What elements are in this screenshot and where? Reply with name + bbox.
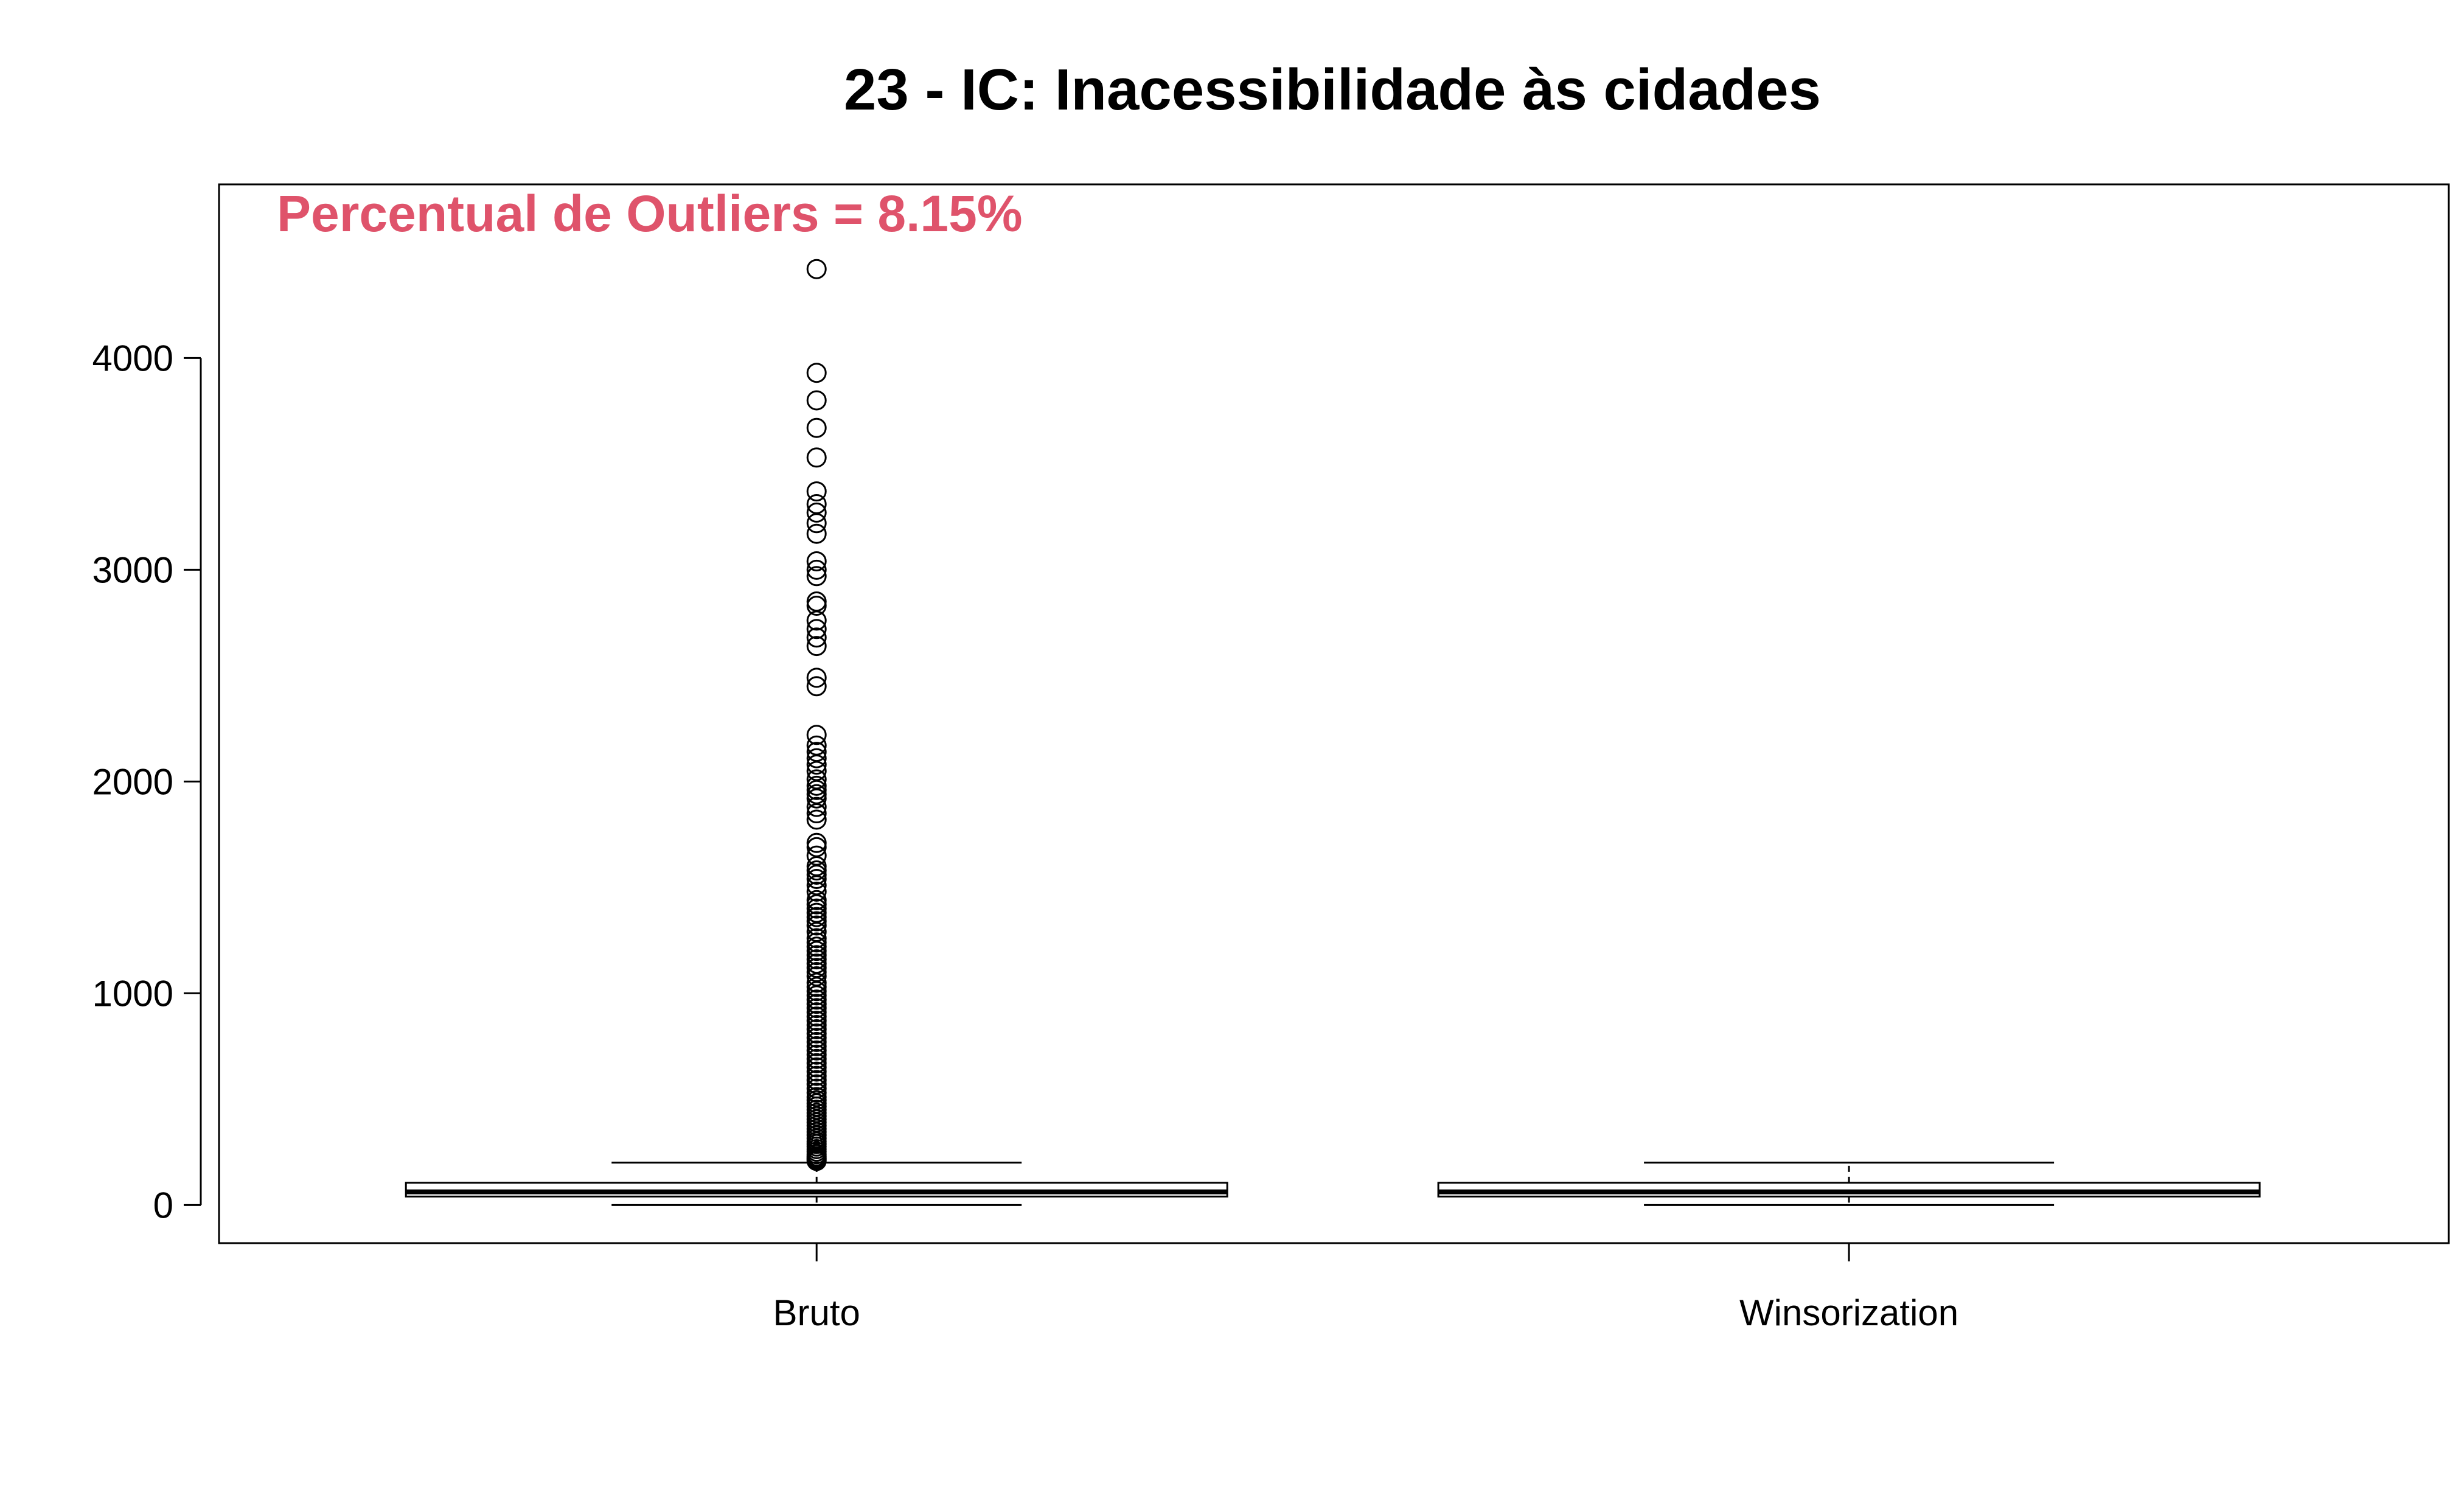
outlier-point [806, 523, 827, 544]
y-tick-label: 2000 [92, 761, 173, 802]
outlier-point [806, 1011, 827, 1031]
outlier-point [806, 936, 827, 957]
outlier-point [806, 363, 827, 383]
outlier-point [806, 619, 827, 640]
x-tick-label: Bruto [773, 1292, 860, 1333]
outlier-point [806, 803, 827, 824]
box-winsorization [1437, 1162, 2261, 1206]
outlier-point [806, 566, 827, 587]
outlier-point [806, 985, 827, 1006]
outlier-point [806, 481, 827, 502]
outlier-point [806, 551, 827, 571]
outlier-point [806, 1070, 827, 1090]
y-tick-label: 4000 [92, 338, 173, 378]
outlier-point [806, 998, 827, 1019]
outlier-point [806, 972, 827, 993]
outlier-percentage-annotation: Percentual de Outliers = 8.15% [277, 185, 1023, 242]
outlier-point [806, 755, 827, 775]
outlier-point [806, 864, 827, 885]
outlier-point [806, 725, 827, 745]
outlier-point [806, 1036, 827, 1056]
outlier-point [806, 1044, 827, 1065]
outlier-point [806, 447, 827, 468]
x-tick-label: Winsorization [1739, 1292, 1958, 1333]
outlier-point [806, 1019, 827, 1040]
outlier-point [806, 1031, 827, 1052]
outlier-point [806, 636, 827, 657]
outlier-point [806, 1040, 827, 1061]
outlier-point [806, 417, 827, 438]
outlier-point [806, 1002, 827, 1023]
outlier-point [806, 748, 827, 769]
outlier-point [806, 981, 827, 1002]
outlier-point [806, 513, 827, 534]
outlier-point [806, 832, 827, 853]
outlier-point [806, 860, 827, 881]
outlier-point [806, 928, 827, 949]
y-axis: 0 1000 2000 3000 4000 [92, 338, 202, 1225]
outlier-point [806, 890, 827, 910]
outlier-point [806, 596, 827, 616]
outlier-point [806, 907, 827, 927]
boxes [405, 259, 2261, 1206]
outlier-point [806, 591, 827, 612]
outlier-point [806, 1048, 827, 1069]
outlier-point [806, 1057, 827, 1078]
outlier-point [806, 1151, 827, 1171]
outlier-point [806, 977, 827, 997]
y-tick-label: 0 [153, 1185, 173, 1225]
outlier-point [806, 881, 827, 902]
outlier-point [806, 610, 827, 631]
outlier-point [806, 994, 827, 1014]
outlier-point [806, 915, 827, 936]
plot-frame [218, 183, 2450, 1244]
outlier-point [806, 989, 827, 1010]
outlier-point [806, 868, 827, 889]
outlier-point [806, 502, 827, 523]
outlier-point [806, 390, 827, 411]
outlier-point [806, 945, 827, 966]
x-axis: Bruto Winsorization [773, 1243, 1958, 1333]
outlier-point [806, 775, 827, 796]
outlier-point [806, 627, 827, 648]
outlier-point [806, 898, 827, 919]
outlier-point [806, 894, 827, 915]
outlier-point [806, 1015, 827, 1036]
outlier-point [806, 1027, 827, 1048]
outlier-point [806, 779, 827, 800]
outlier-point [806, 941, 827, 961]
outlier-point [806, 1065, 827, 1086]
outlier-point [806, 1023, 827, 1044]
outlier-point [806, 676, 827, 697]
outlier-point [806, 788, 827, 809]
outlier-point [806, 259, 827, 279]
outlier-point [806, 911, 827, 932]
outlier-point [806, 668, 827, 688]
outlier-point [806, 1082, 827, 1103]
y-tick-label: 1000 [92, 973, 173, 1014]
outlier-point [806, 809, 827, 830]
outlier-point [806, 949, 827, 970]
chart-title: 23 - IC: Inacessibilidade às cidades [844, 57, 1821, 122]
outlier-point [806, 797, 827, 817]
outlier-point [806, 1053, 827, 1073]
outlier-point [806, 1061, 827, 1082]
box-bruto [405, 259, 1228, 1206]
outlier-point [806, 559, 827, 580]
y-tick-label: 3000 [92, 549, 173, 590]
outlier-point [806, 932, 827, 953]
outlier-point [806, 1006, 827, 1027]
